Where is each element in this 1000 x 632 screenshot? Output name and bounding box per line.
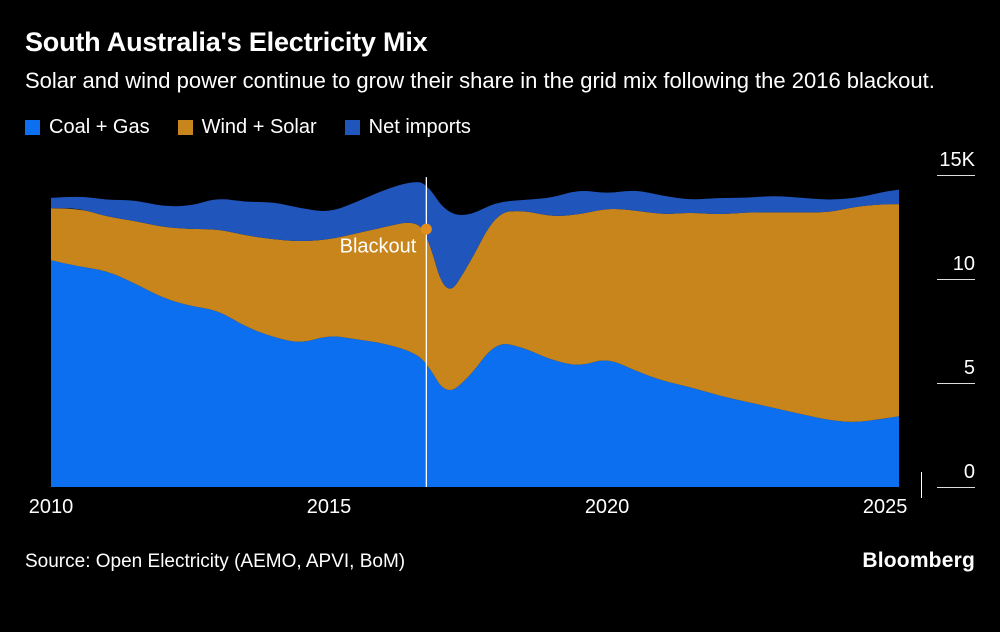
area-net-imports: [51, 182, 899, 289]
x-axis-end-tick: [921, 472, 922, 498]
chart-title: South Australia's Electricity Mix: [25, 27, 428, 57]
chart-area: Blackout 15K 10 5 0 2010 2015 2020 2025: [25, 145, 975, 529]
area-coal-gas: [51, 260, 899, 487]
y-axis: 15K 10 5 0: [927, 145, 975, 488]
x-axis: 2010 2015 2020 2025: [25, 145, 975, 529]
legend-label: Coal + Gas: [49, 115, 150, 138]
y-tick-0: 0: [927, 461, 975, 488]
legend-item-net-imports: Net imports: [344, 115, 471, 139]
stacked-area-plot: Blackout: [51, 177, 899, 487]
legend: Coal + Gas Wind + Solar Net imports: [25, 115, 975, 139]
chart-subtitle: Solar and wind power continue to grow th…: [25, 68, 935, 93]
legend-swatch-coal-gas: [25, 119, 40, 135]
x-tick-2025: 2025: [862, 496, 908, 518]
blackout-annotation-label: Blackout: [340, 236, 417, 258]
legend-swatch-net-imports: [344, 119, 360, 135]
y-tick-5: 5: [927, 357, 975, 384]
x-tick-2020: 2020: [584, 496, 630, 518]
legend-item-wind-solar: Wind + Solar: [177, 115, 317, 139]
legend-label: Net imports: [368, 115, 471, 138]
legend-swatch-wind-solar: [177, 119, 193, 135]
x-tick-2010: 2010: [28, 496, 74, 518]
y-tick-15K: 15K: [927, 149, 975, 176]
bloomberg-logo: Bloomberg: [862, 549, 975, 572]
y-tick-10: 10: [927, 253, 975, 280]
legend-item-coal-gas: Coal + Gas: [25, 116, 150, 139]
chart-footer: Source: Open Electricity (AEMO, APVI, Bo…: [25, 549, 975, 573]
area-wind-solar: [51, 204, 899, 422]
x-tick-2015: 2015: [306, 496, 352, 518]
legend-label: Wind + Solar: [201, 115, 317, 138]
blackout-event-dot: [420, 223, 432, 235]
source-note: Source: Open Electricity (AEMO, APVI, Bo…: [25, 551, 406, 572]
